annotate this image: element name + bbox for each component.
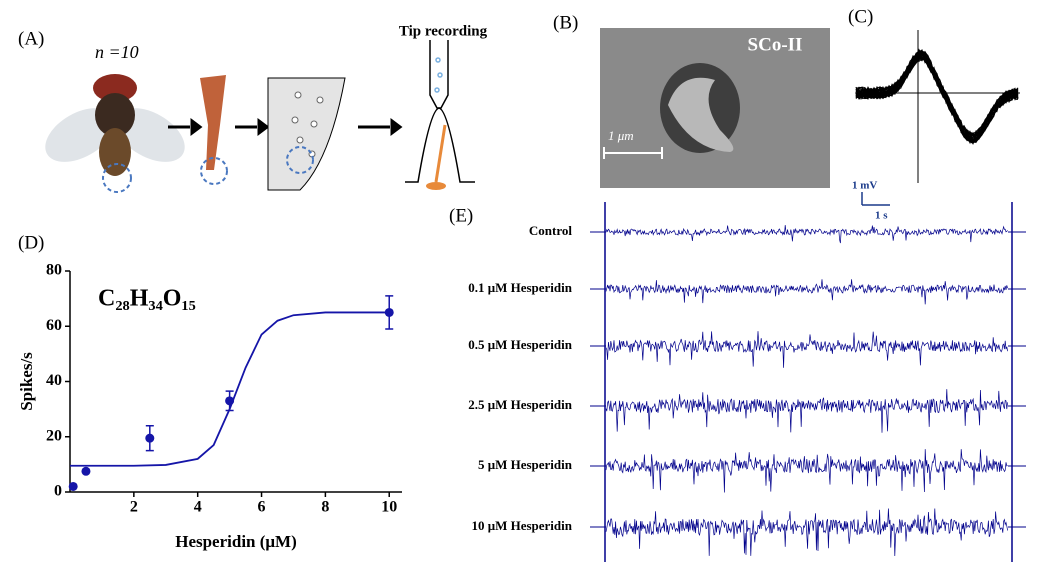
waveform xyxy=(855,54,1019,143)
waveform xyxy=(855,55,1019,145)
y-tick-label: 20 xyxy=(46,427,62,444)
y-tick-label: 40 xyxy=(46,372,62,389)
x-tick-label: 2 xyxy=(130,499,138,516)
chart-title: C₂₈H₃₄O₁₅ xyxy=(98,286,196,312)
y-tick-label: 80 xyxy=(46,262,62,279)
scale-bar xyxy=(861,192,890,206)
data-point xyxy=(68,481,78,491)
time-scale: 1 s xyxy=(875,210,888,222)
sensillum-label: SCo-II xyxy=(748,34,803,55)
x-tick-label: 10 xyxy=(381,499,397,516)
trace xyxy=(605,279,1008,305)
waveform xyxy=(855,50,1019,143)
x-tick-label: 8 xyxy=(321,499,329,516)
arrows xyxy=(168,118,403,136)
trace xyxy=(605,449,1008,493)
spike-waveforms xyxy=(855,30,1020,183)
trace xyxy=(605,389,1008,433)
voltage-scale: 1 mV xyxy=(852,180,877,192)
waveform xyxy=(855,48,1019,144)
trace xyxy=(605,225,1008,244)
data-point xyxy=(145,433,155,443)
x-axis-label: Hesperidin (μM) xyxy=(175,532,297,551)
y-axis-label: Spikes/s xyxy=(17,352,36,411)
panel-label: (A) xyxy=(18,28,44,49)
y-tick-label: 60 xyxy=(46,317,62,334)
trace-label: 0.5 μM Hesperidin xyxy=(468,337,573,352)
panel-label: (E) xyxy=(449,205,473,226)
chart: 0 20 40 60 80 2 4 6 8 10 Hesperidin (μM) Spikes/s C₂… xyxy=(17,262,402,551)
recording-traces: Control 0.1 μM Hesperidin 0.5 μM Hesperidi… xyxy=(468,202,1026,562)
sample-size: n =10 xyxy=(95,42,139,62)
trace-label: 2.5 μM Hesperidin xyxy=(468,397,573,412)
trace xyxy=(605,508,1008,557)
leg-illustration xyxy=(200,75,228,185)
sem-image xyxy=(600,28,830,188)
tarsus-illustration xyxy=(267,77,346,191)
electrode-illustration xyxy=(405,40,475,190)
fit-curve xyxy=(70,311,390,467)
y-tick-label: 0 xyxy=(54,483,62,500)
trace xyxy=(605,331,1008,368)
trace-label: Control xyxy=(529,223,572,238)
waveform xyxy=(855,54,1019,135)
panel-label: (B) xyxy=(553,12,578,33)
trace-label: 0.1 μM Hesperidin xyxy=(468,280,573,295)
x-tick-label: 6 xyxy=(258,499,266,516)
x-tick-label: 4 xyxy=(194,499,202,516)
trace-label: 10 μM Hesperidin xyxy=(471,518,572,533)
panel-label: (D) xyxy=(18,232,44,253)
scale-label: 1 μm xyxy=(608,128,634,143)
tip-title: Tip recording xyxy=(399,23,488,39)
panel-label: (C) xyxy=(848,6,873,27)
data-point xyxy=(81,466,91,476)
waveform xyxy=(855,55,1019,143)
fly-illustration xyxy=(45,74,185,193)
trace-label: 5 μM Hesperidin xyxy=(478,457,573,472)
